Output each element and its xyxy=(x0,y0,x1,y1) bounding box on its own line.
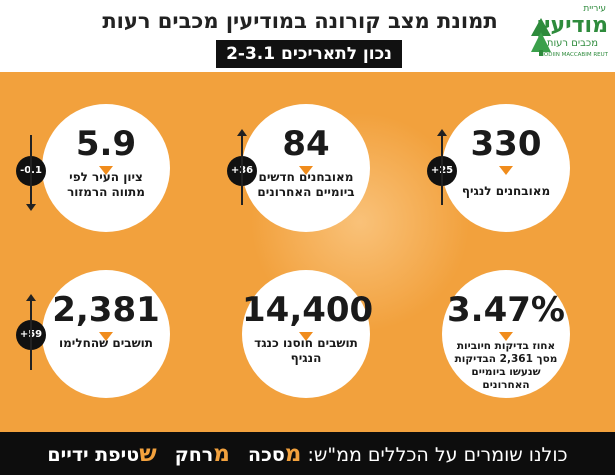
stat-label: תושבים חוסנו כנגד הנגיף xyxy=(254,336,358,365)
logo-sub-text: מכבים רעות xyxy=(546,38,598,49)
footer-banner: כולנו שומרים על הכללים ממ"ש: מסכה מרחק ש… xyxy=(0,432,615,475)
triangle-down-icon xyxy=(499,166,513,175)
date-range-badge: נכון לתאריכים 2-3.1 xyxy=(216,40,402,68)
arrow-down-icon xyxy=(26,135,36,211)
arrow-up-icon xyxy=(26,294,36,370)
stat-value: 2,381 xyxy=(52,290,160,330)
rule-handwash-letter: ש xyxy=(139,441,157,467)
stat-circle-diagnosed: 330 מאובחנים לנגיף xyxy=(442,104,570,232)
stats-panel: 330 מאובחנים לנגיף +25 84 מאובחנים חדשים… xyxy=(0,72,615,432)
page-title: תמונת מצב קורונה במודיעין מכבים רעות xyxy=(102,9,498,33)
stat-value: 330 xyxy=(470,124,542,164)
stat-circle-new-diagnosed: 84 מאובחנים חדשים ביומיים האחרונים xyxy=(242,104,370,232)
stat-circle-vaccinated: 14,400 תושבים חוסנו כנגד הנגיף xyxy=(242,270,374,398)
arrow-up-icon xyxy=(437,129,447,205)
triangle-down-icon xyxy=(99,332,113,341)
stat-label: מאובחנים לנגיף xyxy=(461,184,551,198)
stat-value: 5.9 xyxy=(75,124,137,164)
footer-intro: כולנו שומרים על הכללים ממ"ש: xyxy=(307,444,568,466)
rule-distance-letter: מ xyxy=(213,441,230,467)
stat-label: מאובחנים חדשים ביומיים האחרונים xyxy=(257,170,355,199)
triangle-down-icon xyxy=(299,166,313,175)
logo-top-text: עיריית xyxy=(583,4,606,14)
stat-label: ציון העיר לפי מתווה הרמזור xyxy=(67,170,145,199)
arrow-up-icon xyxy=(237,129,247,205)
triangle-down-icon xyxy=(299,332,313,341)
stat-value: 3.47% xyxy=(447,290,565,330)
rule-handwash-text: טיפת ידיים xyxy=(47,444,140,466)
stat-circle-positive-rate: 3.47% אחוז בדיקות חיוביות מסך 2,361 הבדי… xyxy=(442,270,570,398)
rule-mask-letter: מ xyxy=(284,441,302,467)
stat-label: אחוז בדיקות חיוביות מסך 2,361 הבדיקות שנ… xyxy=(454,340,558,391)
triangle-down-icon xyxy=(499,332,513,341)
rule-distance-text: רחק xyxy=(174,444,214,466)
triangle-down-icon xyxy=(99,166,113,175)
footer-rules: כולנו שומרים על הכללים ממ"ש: מסכה מרחק ש… xyxy=(0,440,615,469)
stat-label: תושבים שהחלימו xyxy=(59,336,153,350)
city-logo: עיריית מודיעין מכבים רעות MODIIN MACCABI… xyxy=(528,4,612,68)
stat-value: 14,400 xyxy=(242,290,374,330)
stat-circle-city-score: 5.9 ציון העיר לפי מתווה הרמזור xyxy=(42,104,170,232)
header: תמונת מצב קורונה במודיעין מכבים רעות נכו… xyxy=(0,0,615,72)
logo-english-text: MODIIN MACCABIM REUT xyxy=(539,52,608,58)
logo-mark-icon xyxy=(531,18,551,56)
rule-mask-text: סכה xyxy=(248,444,285,466)
stat-circle-recovered: 2,381 תושבים שהחלימו xyxy=(42,270,170,398)
stat-value: 84 xyxy=(282,124,330,164)
